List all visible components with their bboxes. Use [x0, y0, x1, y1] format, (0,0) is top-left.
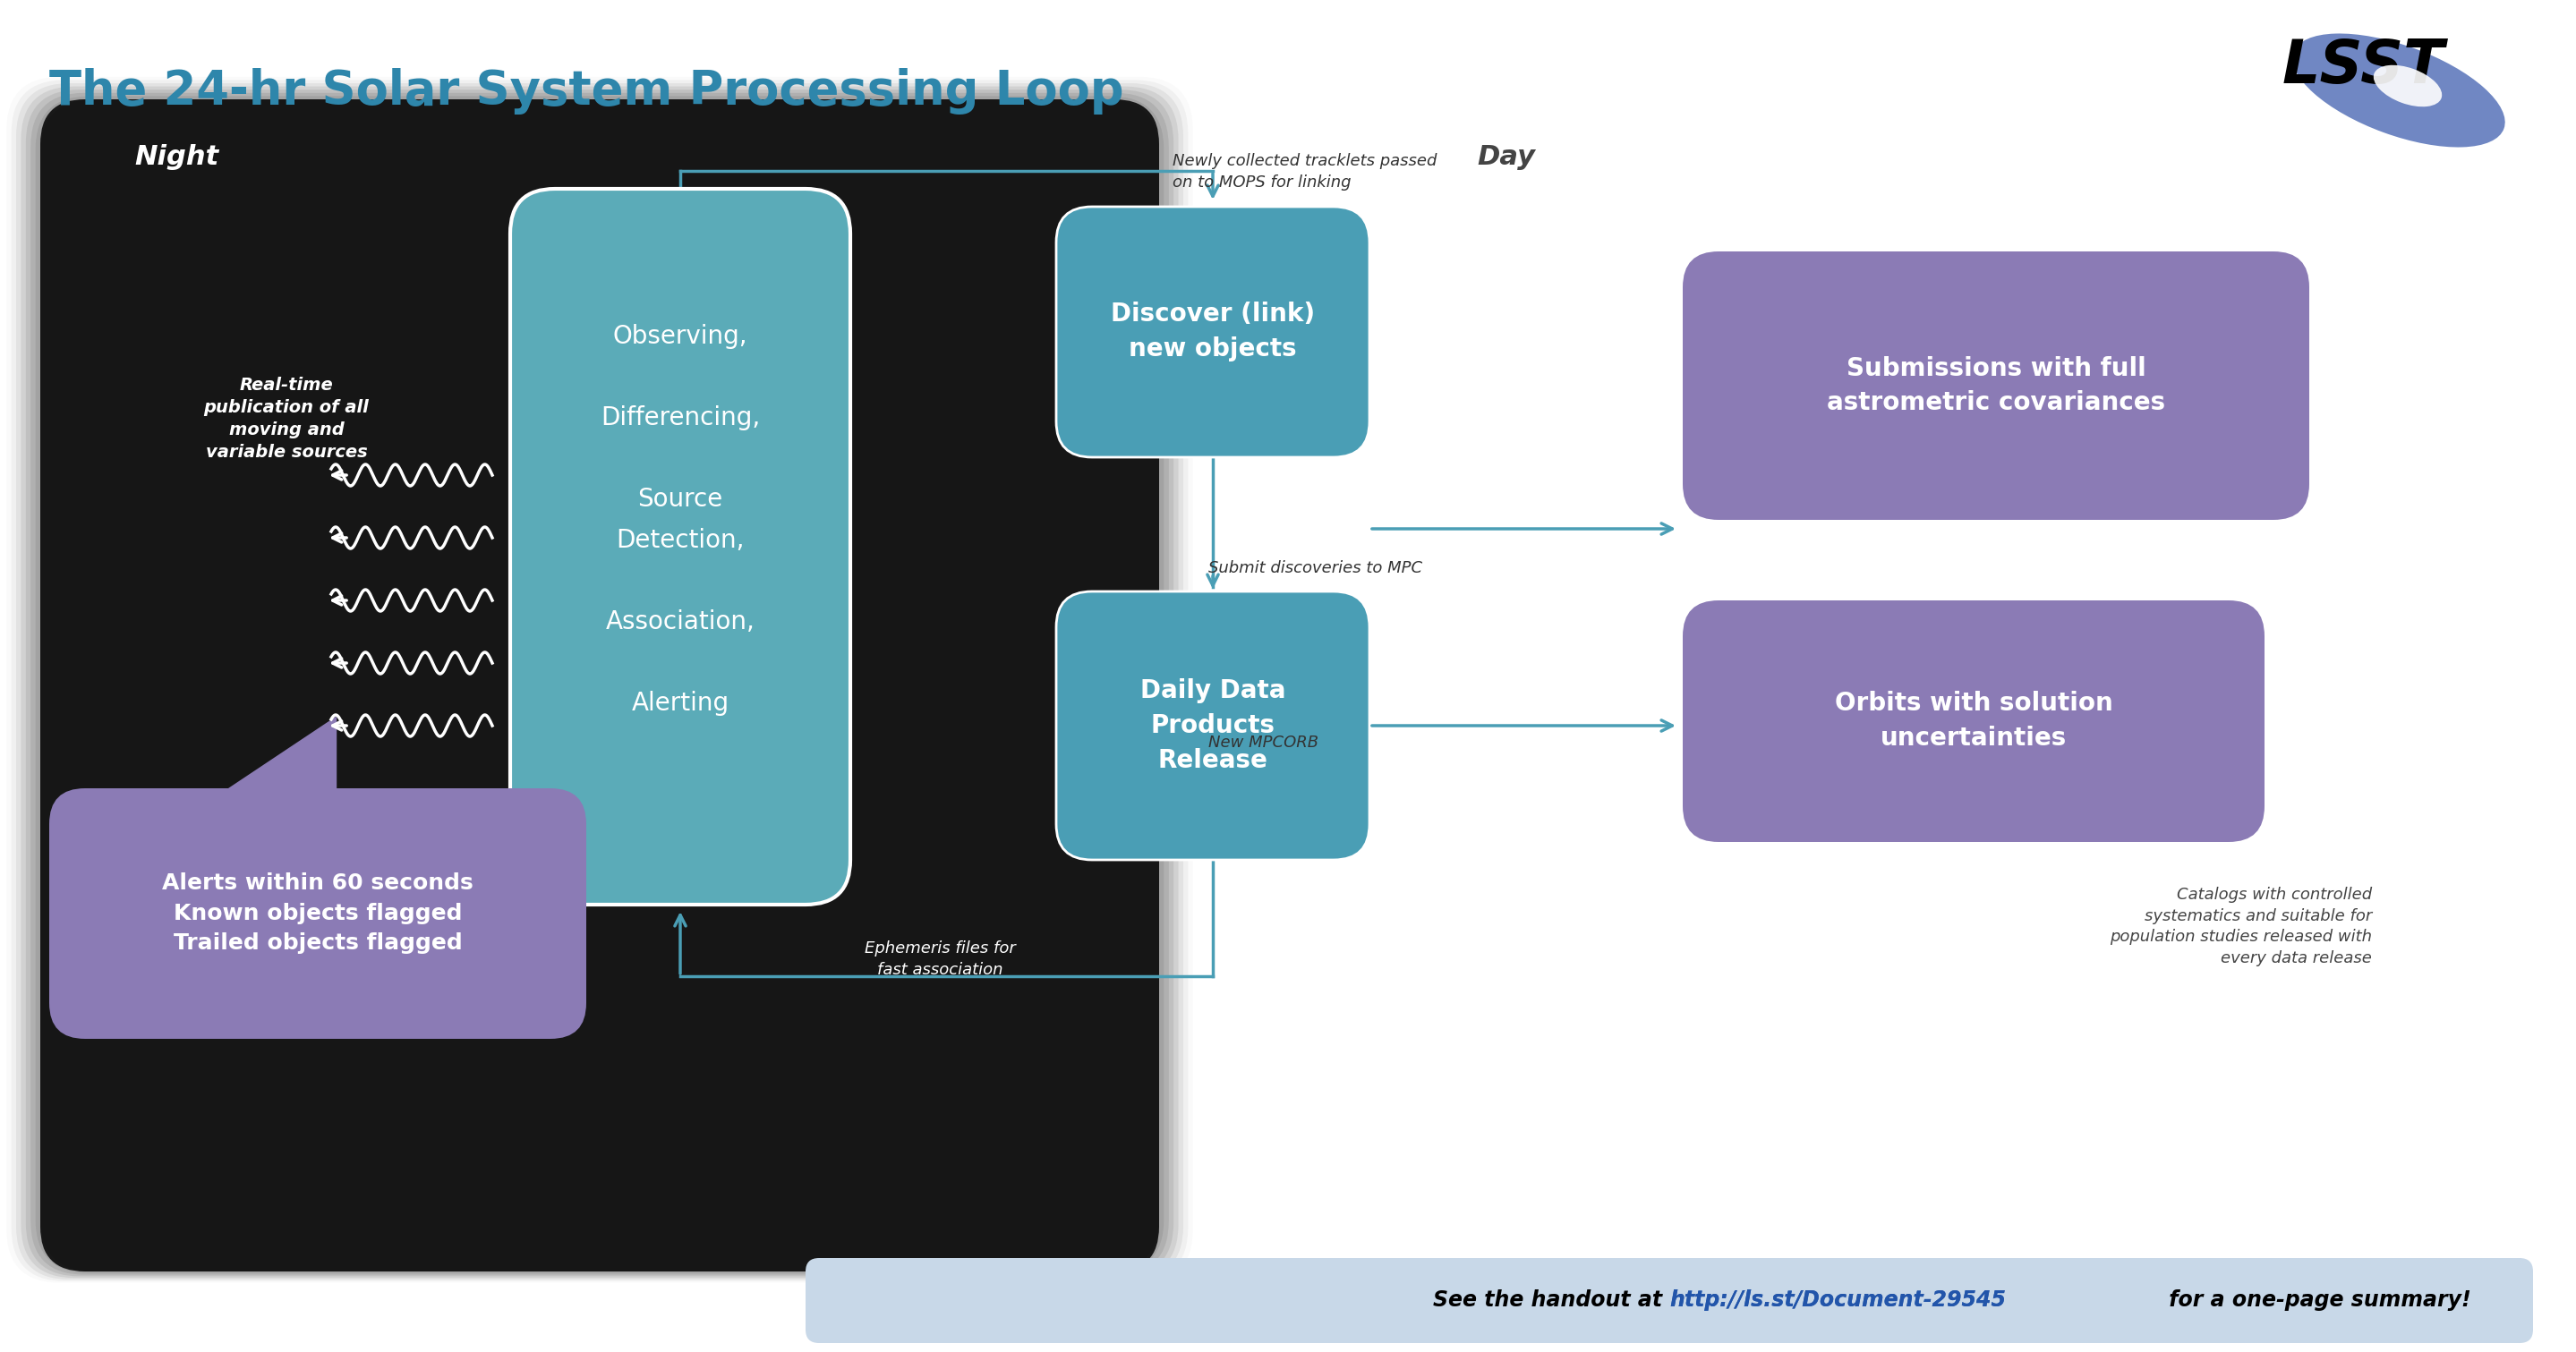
Text: Real-time
publication of all
moving and
variable sources: Real-time publication of all moving and …: [204, 377, 368, 461]
Ellipse shape: [2293, 34, 2504, 147]
Text: Alerts within 60 seconds
Known objects flagged
Trailed objects flagged: Alerts within 60 seconds Known objects f…: [162, 873, 474, 955]
FancyBboxPatch shape: [26, 89, 1175, 1276]
FancyBboxPatch shape: [31, 93, 1170, 1275]
Text: See the handout at: See the handout at: [1432, 1290, 1669, 1311]
Text: http://ls.st/Document-29545: http://ls.st/Document-29545: [1669, 1290, 2007, 1311]
Text: for a one-page summary!: for a one-page summary!: [2161, 1290, 2470, 1311]
FancyBboxPatch shape: [15, 84, 1182, 1279]
Text: Day: Day: [1476, 145, 1535, 170]
Ellipse shape: [2372, 65, 2442, 107]
Text: http://ls.st/Document-29545: http://ls.st/Document-29545: [1669, 1290, 2007, 1311]
FancyBboxPatch shape: [49, 788, 587, 1038]
FancyBboxPatch shape: [21, 87, 1177, 1278]
Text: Newly collected tracklets passed
on to MOPS for linking: Newly collected tracklets passed on to M…: [1172, 153, 1437, 191]
Text: New MPCORB: New MPCORB: [1208, 734, 1319, 750]
Text: LSST: LSST: [2282, 37, 2445, 96]
Text: Submissions with full
astrometric covariances: Submissions with full astrometric covari…: [1826, 356, 2166, 415]
FancyBboxPatch shape: [1056, 591, 1370, 860]
Text: The 24-hr Solar System Processing Loop: The 24-hr Solar System Processing Loop: [49, 68, 1123, 115]
Text: Night: Night: [134, 145, 219, 170]
Polygon shape: [229, 717, 335, 788]
FancyBboxPatch shape: [1682, 600, 2264, 842]
Text: Observing,

Differencing,

Source
Detection,

Association,

Alerting: Observing, Differencing, Source Detectio…: [600, 323, 760, 717]
FancyBboxPatch shape: [10, 80, 1188, 1282]
FancyBboxPatch shape: [1682, 251, 2308, 521]
FancyBboxPatch shape: [41, 99, 1159, 1271]
FancyBboxPatch shape: [41, 99, 1159, 1271]
Text: Orbits with solution
uncertainties: Orbits with solution uncertainties: [1834, 691, 2112, 752]
Text: Submit discoveries to MPC: Submit discoveries to MPC: [1208, 560, 1422, 576]
Text: Daily Data
Products
Release: Daily Data Products Release: [1141, 679, 1285, 773]
Text: Ephemeris files for
fast association: Ephemeris files for fast association: [866, 941, 1015, 977]
FancyBboxPatch shape: [806, 1259, 2532, 1343]
FancyBboxPatch shape: [1056, 207, 1370, 457]
FancyBboxPatch shape: [36, 96, 1164, 1274]
FancyBboxPatch shape: [510, 189, 850, 904]
Text: Catalogs with controlled
systematics and suitable for
population studies release: Catalogs with controlled systematics and…: [2110, 887, 2372, 967]
Text: Discover (link)
new objects: Discover (link) new objects: [1110, 301, 1314, 362]
